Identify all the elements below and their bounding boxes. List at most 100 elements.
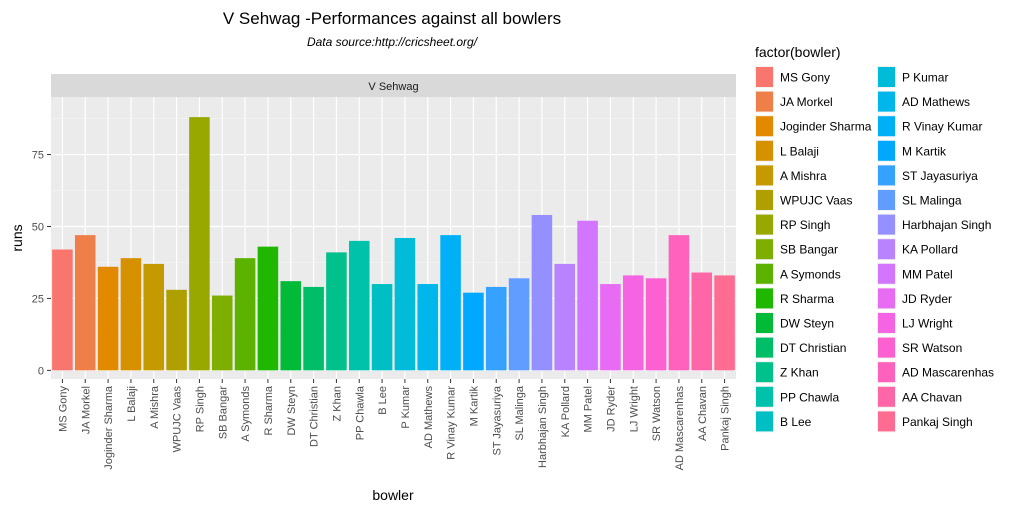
x-tick-label: SB Bangar [217, 386, 229, 440]
legend-swatch [756, 140, 773, 161]
x-tick-label: MS Gony [57, 386, 69, 432]
y-tick-label: 75 [32, 150, 44, 162]
legend-swatch [756, 362, 773, 383]
bar [622, 275, 644, 371]
bar [166, 289, 187, 371]
legend-swatch [878, 239, 895, 260]
legend-swatch [878, 91, 895, 112]
legend-label: R Vinay Kumar [902, 120, 982, 134]
legend-swatch [878, 263, 895, 284]
facet-strip [51, 74, 736, 97]
bar [645, 278, 667, 371]
legend-label: R Sharma [780, 292, 834, 306]
x-tick-label: PP Chawla [354, 385, 366, 440]
legend-swatch [756, 411, 773, 432]
bar [394, 238, 416, 371]
legend-swatch [878, 411, 895, 432]
x-tick-label: A Symonds [240, 386, 252, 442]
x-tick-label: B Lee [377, 386, 389, 415]
legend-swatch [878, 362, 895, 383]
bar [120, 258, 142, 371]
legend-label: RP Singh [780, 218, 830, 232]
bar [326, 252, 347, 371]
legend-swatch [756, 165, 773, 186]
legend-swatch [878, 116, 895, 137]
bar [234, 258, 256, 371]
bar [371, 284, 393, 371]
legend-label: P Kumar [902, 71, 948, 85]
bar [97, 266, 119, 371]
legend-label: KA Pollard [902, 243, 958, 257]
legend-swatch [878, 313, 895, 333]
legend-label: SB Bangar [780, 243, 838, 257]
bar [554, 263, 576, 371]
bar [143, 263, 165, 371]
legend-label: AA Chavan [902, 390, 962, 404]
chart-title: V Sehwag -Performances against all bowle… [223, 9, 561, 28]
legend-swatch [878, 337, 895, 358]
legend-label: L Balaji [780, 144, 819, 158]
bar [280, 281, 302, 371]
x-tick-label: SL Malinga [514, 385, 526, 441]
bar [668, 235, 690, 371]
plot-panel [51, 97, 736, 379]
bar [485, 286, 507, 371]
x-tick-label: RP Singh [194, 386, 206, 432]
x-tick-label: L Balaji [126, 386, 138, 422]
chart-subtitle: Data source:http://cricsheet.org/ [307, 35, 479, 49]
legend-label: LJ Wright [902, 317, 953, 331]
legend-swatch [756, 313, 773, 333]
x-tick-label: R Vinay Kumar [446, 386, 458, 460]
legend-swatch [878, 165, 895, 186]
bar [691, 272, 713, 371]
legend-label: WPUJC Vaas [780, 194, 852, 208]
legend-label: Harbhajan Singh [902, 218, 991, 232]
legend-swatch [756, 386, 773, 407]
x-axis: MS Gony JA Morkel Joginder Sharma L Balaji A… [57, 379, 732, 470]
legend-label: JA Morkel [780, 95, 833, 109]
y-tick-label: 25 [32, 293, 44, 305]
legend-label: A Mishra [780, 169, 827, 183]
x-tick-label: SR Watson [651, 386, 663, 441]
legend-swatch [756, 239, 773, 260]
legend-label: ST Jayasuriya [902, 169, 978, 183]
y-axis-title: runs [9, 224, 25, 251]
legend-label: MM Patel [902, 267, 953, 281]
bar [74, 235, 96, 371]
bars [52, 117, 735, 371]
bar [508, 278, 530, 371]
legend-label: PP Chawla [780, 390, 839, 404]
legend-label: DT Christian [780, 341, 846, 355]
legend-label: AD Mascarenhas [902, 366, 994, 380]
legend-label: SL Malinga [902, 194, 962, 208]
y-tick-label: 50 [32, 221, 44, 233]
x-tick-label: DW Steyn [286, 386, 298, 436]
x-tick-label: JD Ryder [605, 386, 617, 432]
legend-swatch [756, 67, 773, 87]
legend-label: B Lee [780, 415, 812, 429]
bar [600, 284, 621, 371]
bar [417, 284, 439, 371]
x-tick-label: Pankaj Singh [720, 386, 732, 451]
legend-title: factor(bowler) [755, 44, 841, 60]
x-tick-label: KA Pollard [560, 386, 572, 437]
legend-swatch [878, 288, 895, 309]
bar [577, 220, 598, 371]
x-tick-label: Joginder Sharma [103, 385, 115, 470]
legend-swatch [756, 263, 773, 284]
legend-label: Pankaj Singh [902, 415, 973, 429]
bar [531, 214, 553, 371]
y-tick-label: 0 [38, 365, 44, 377]
bar [348, 240, 370, 371]
x-tick-label: MM Patel [583, 386, 595, 432]
legend-label: SR Watson [902, 341, 962, 355]
legend: MS Gony JA Morkel Joginder Sharma L Balaji A… [755, 66, 994, 433]
x-tick-label: Z Khan [331, 386, 343, 421]
legend-label: AD Mathews [902, 95, 970, 109]
x-tick-label: P Kumar [400, 386, 412, 429]
bar [303, 286, 324, 371]
bar [189, 117, 210, 371]
x-tick-label: DT Christian [309, 386, 321, 447]
x-tick-label: Harbhajan Singh [537, 386, 549, 468]
legend-swatch [878, 140, 895, 161]
